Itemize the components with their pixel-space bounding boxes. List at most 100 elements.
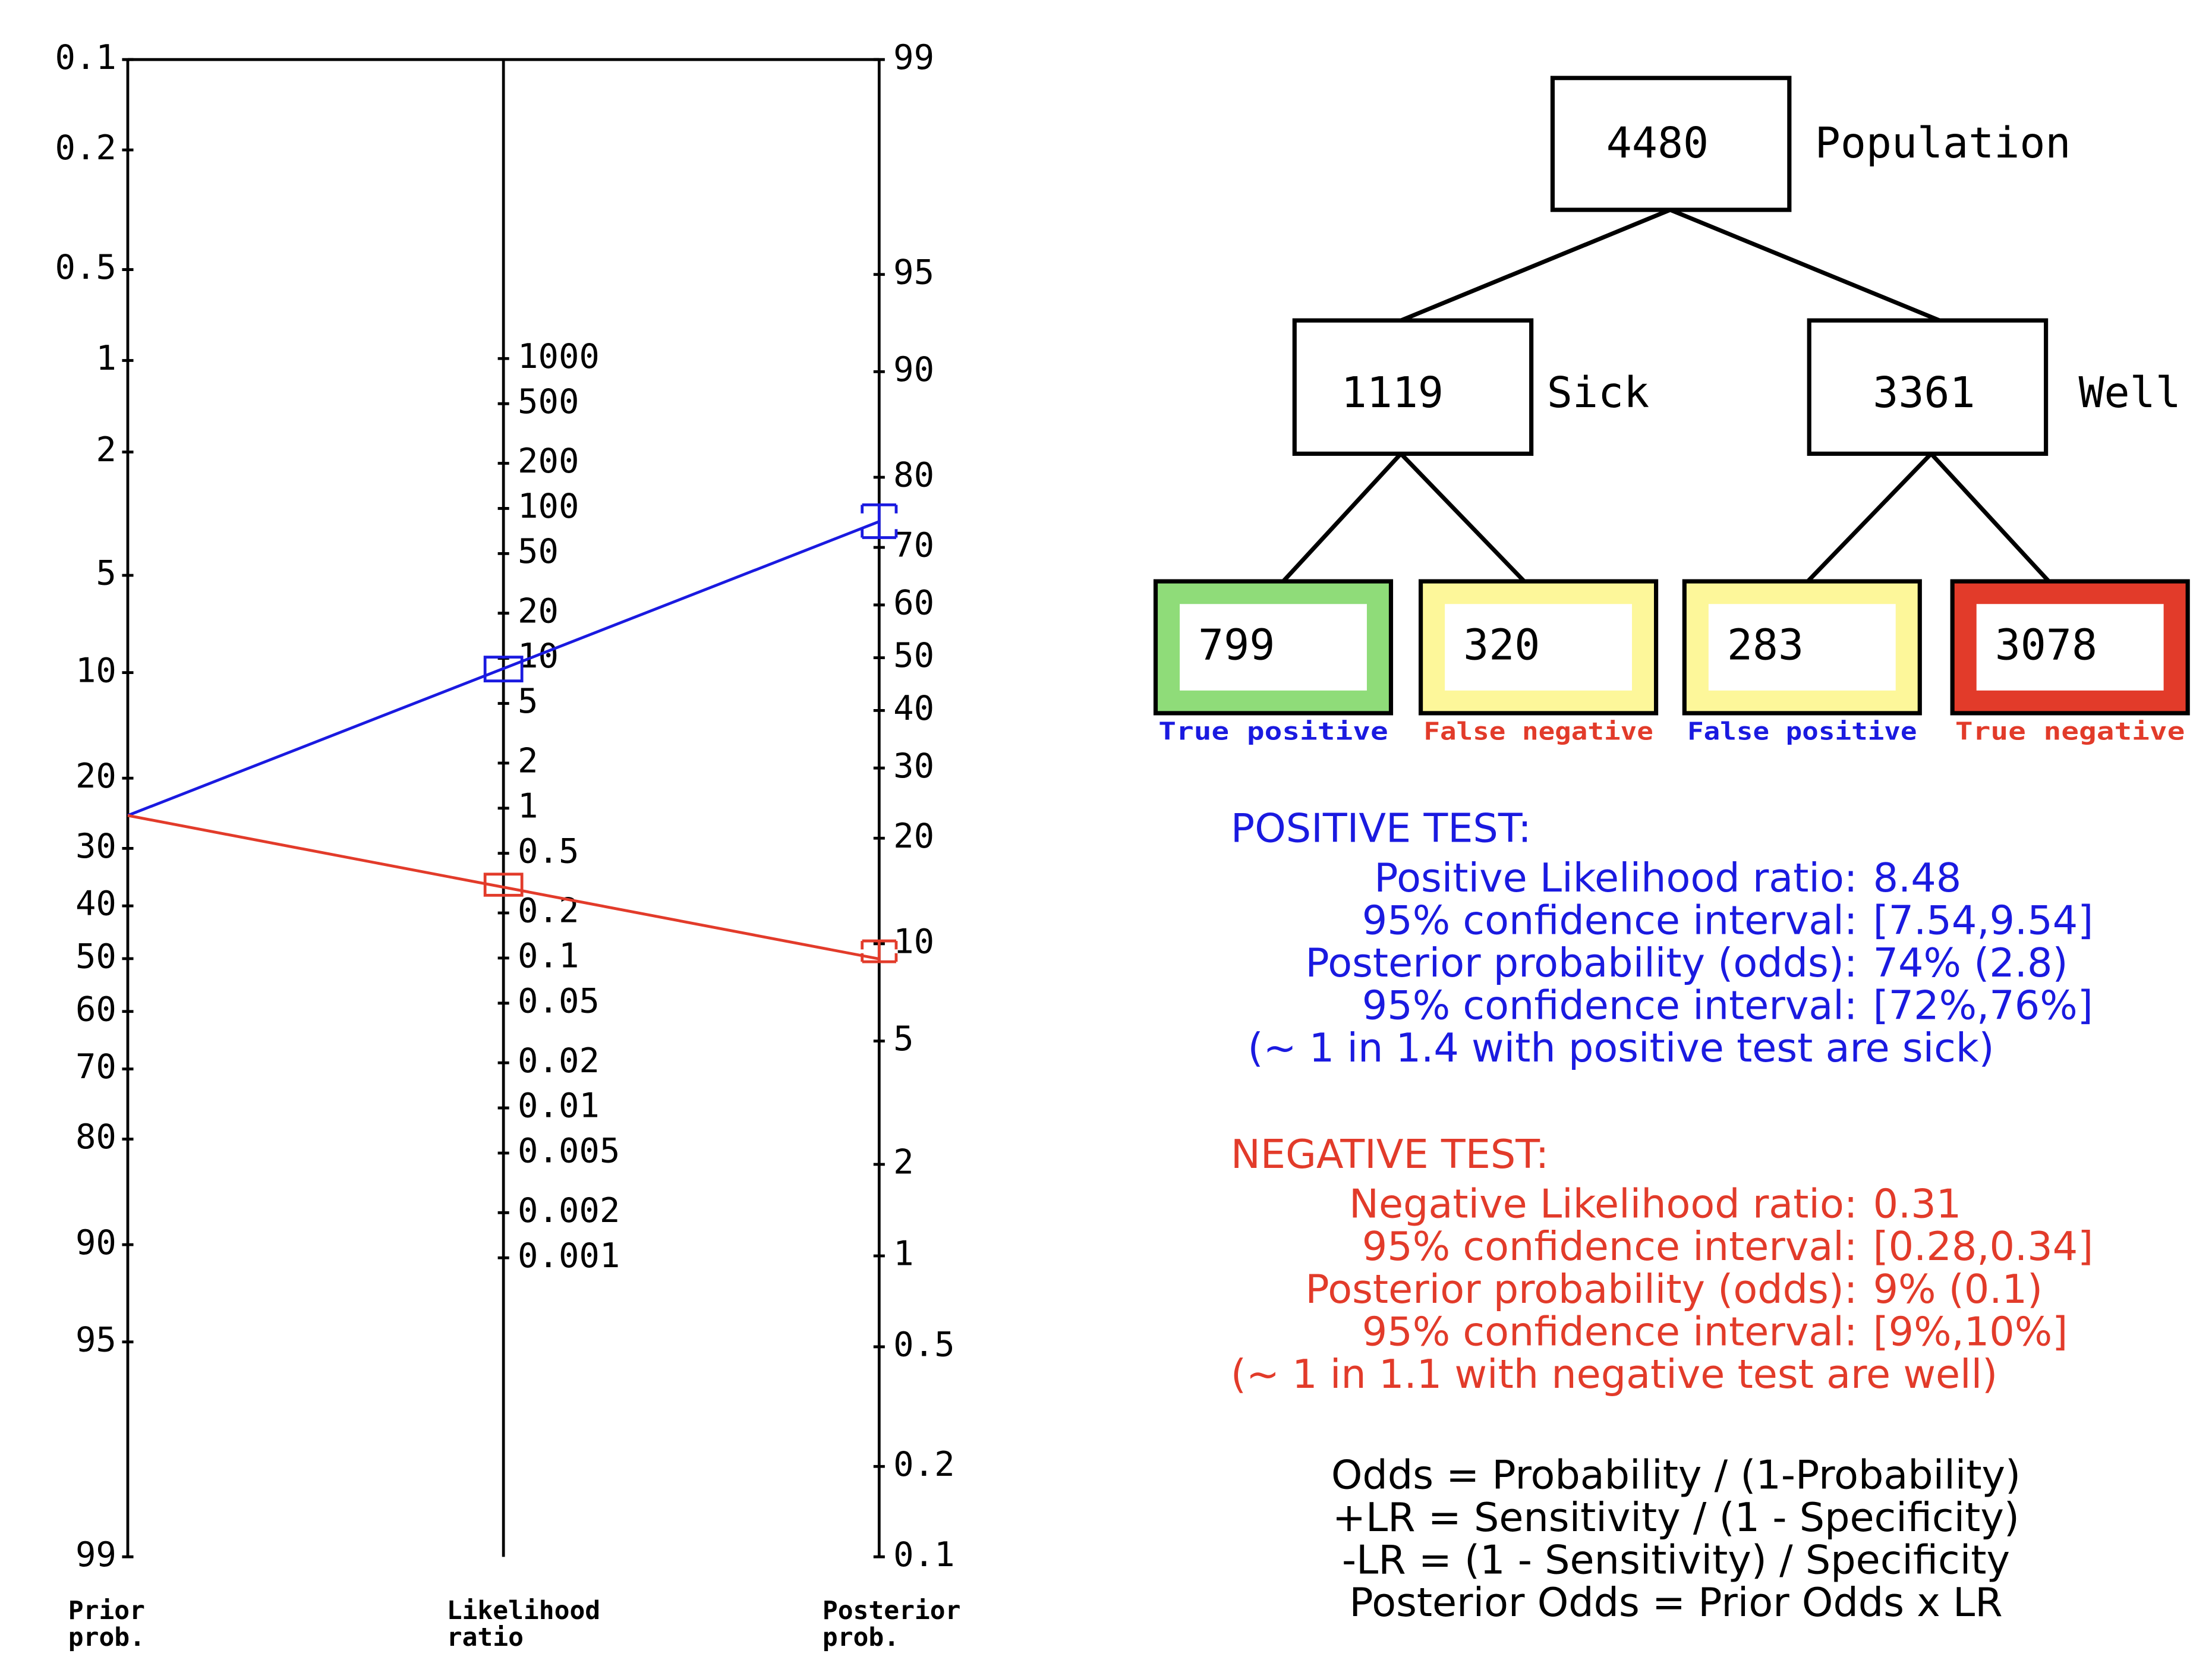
leaves: 799 True positive 320 False negative 283 Fals…: [1153, 579, 2190, 745]
tick-label: 0.02: [518, 1041, 600, 1081]
edge: [1399, 452, 1526, 583]
tick-label: 5: [96, 553, 116, 593]
tick-label: 99: [893, 37, 934, 77]
note: (~ 1 in 1.4 with positive test are sick): [1248, 1025, 1994, 1071]
tick-label: 40: [893, 688, 934, 728]
well-box: [1807, 318, 2049, 456]
tick-label: 2: [893, 1142, 913, 1182]
row-label: Negative Likelihood ratio:: [1349, 1181, 1857, 1227]
tick-label: 0.5: [518, 831, 579, 871]
edge: [1806, 452, 1933, 583]
well-count: 3361: [1873, 368, 1975, 417]
leaf-inner: [1445, 604, 1633, 691]
tick-label: 20: [893, 816, 934, 856]
tick-label: 0.1: [893, 1535, 954, 1574]
tick-label: 95: [75, 1319, 116, 1359]
tick-label: 10: [75, 650, 116, 690]
tick-label: 70: [893, 525, 934, 565]
row-value: [0.28,0.34]: [1873, 1223, 2094, 1270]
tick-label: 0.001: [518, 1236, 620, 1276]
tick-label: 0.5: [893, 1325, 954, 1365]
formula: -LR = (1 - Sensitivity) / Specificity: [1342, 1536, 2010, 1583]
axis-label: Prior: [68, 1596, 145, 1626]
tick-label: 1: [893, 1234, 913, 1274]
tick-label: 30: [893, 746, 934, 786]
tick-label: 0.2: [893, 1444, 954, 1484]
tick-label: 0.1: [518, 936, 579, 976]
well-label: Well: [2078, 368, 2181, 417]
tick-label: 0.2: [518, 891, 579, 931]
row-label: Posterior probability (odds):: [1305, 940, 1857, 986]
nomogram-line: [127, 814, 880, 960]
row-value: 9% (0.1): [1873, 1266, 2043, 1312]
row-value: 8.48: [1873, 855, 1962, 901]
heading: POSITIVE TEST:: [1231, 805, 1532, 851]
note: (~ 1 in 1.1 with negative test are well): [1231, 1351, 1997, 1397]
tick-label: 10: [893, 921, 934, 961]
results: POSITIVE TEST:Positive Likelihood ratio:…: [1231, 805, 2093, 1626]
tick-label: 0.05: [518, 981, 600, 1021]
tick-label: 1000: [518, 336, 600, 376]
tick-label: 99: [75, 1535, 116, 1574]
tick-label: 50: [518, 531, 559, 571]
tick-label: 30: [75, 826, 116, 866]
row-value: [72%,76%]: [1873, 982, 2093, 1029]
tick-label: 2: [96, 430, 116, 470]
leaf-label: False positive: [1687, 717, 1917, 745]
population-box: [1550, 75, 1792, 212]
population-label: Population: [1815, 118, 2071, 168]
tree-boxes: [1292, 75, 2049, 456]
axis-label: Posterior: [823, 1596, 961, 1626]
tick-label: 0.2: [55, 128, 116, 168]
edge: [1929, 452, 2051, 583]
tick-label: 200: [518, 441, 579, 481]
tick-label: 1: [96, 338, 116, 378]
tick-label: 0.5: [55, 247, 116, 287]
tick-label: 20: [75, 756, 116, 796]
leaf-label: False negative: [1423, 717, 1653, 745]
row-label: 95% confidence interval:: [1362, 982, 1858, 1029]
row-label: 95% confidence interval:: [1362, 1223, 1858, 1270]
sick-box: [1292, 318, 1534, 456]
tick-label: 0.005: [518, 1131, 620, 1171]
nomogram: 0.10.20.51251020304050607080909599Priorp…: [55, 37, 960, 1652]
leaf-count: 283: [1727, 621, 1804, 670]
formula: +LR = Sensitivity / (1 - Specificity): [1332, 1494, 2019, 1541]
tick-label: 95: [893, 252, 934, 292]
tick-label: 80: [893, 455, 934, 495]
row-value: 0.31: [1873, 1181, 1962, 1227]
tick-label: 1: [518, 786, 538, 826]
tree-edges: [1281, 207, 2051, 583]
leaf-inner: [1180, 604, 1367, 691]
tick-label: 0.1: [55, 37, 116, 77]
leaf-label: True negative: [1955, 717, 2185, 745]
lr-ci: [483, 656, 524, 683]
edge: [1669, 207, 1941, 323]
leaf-inner: [1708, 604, 1896, 691]
nomogram-line: [127, 520, 880, 817]
leaf-inner: [1976, 604, 2164, 691]
tick-label: 60: [75, 989, 116, 1029]
sick-label: Sick: [1547, 368, 1649, 417]
row-value: [9%,10%]: [1873, 1308, 2068, 1355]
heading: NEGATIVE TEST:: [1231, 1131, 1549, 1177]
tick-label: 70: [75, 1047, 116, 1086]
formula: Posterior Odds = Prior Odds x LR: [1349, 1579, 2002, 1626]
axis-label: Likelihood: [447, 1596, 600, 1626]
leaf-count: 320: [1463, 621, 1540, 670]
tick-label: 5: [518, 681, 538, 721]
row-value: 74% (2.8): [1873, 940, 2068, 986]
edge: [1281, 452, 1403, 583]
leaf-count: 3078: [1995, 621, 2097, 670]
posterior-ci: [861, 503, 898, 539]
row-value: [7.54,9.54]: [1873, 897, 2094, 944]
posterior-ci: [861, 939, 898, 963]
row-label: 95% confidence interval:: [1362, 1308, 1858, 1355]
tick-label: 100: [518, 486, 579, 526]
axis-label: ratio: [447, 1623, 524, 1652]
tick-label: 2: [518, 741, 538, 780]
tick-label: 0.01: [518, 1086, 600, 1126]
tick-label: 500: [518, 382, 579, 421]
